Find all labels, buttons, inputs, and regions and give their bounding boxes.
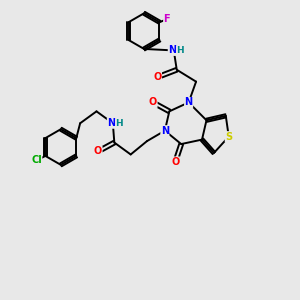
Text: O: O — [149, 98, 157, 107]
Text: F: F — [164, 14, 170, 24]
Text: N: N — [168, 45, 176, 56]
Text: O: O — [94, 146, 102, 157]
Text: H: H — [116, 119, 123, 128]
Text: H: H — [176, 46, 184, 55]
Text: Cl: Cl — [31, 155, 42, 165]
Text: S: S — [225, 132, 232, 142]
Text: N: N — [184, 98, 193, 107]
Text: O: O — [153, 72, 162, 82]
Text: N: N — [107, 118, 116, 128]
Text: N: N — [161, 126, 169, 136]
Text: O: O — [171, 157, 179, 167]
